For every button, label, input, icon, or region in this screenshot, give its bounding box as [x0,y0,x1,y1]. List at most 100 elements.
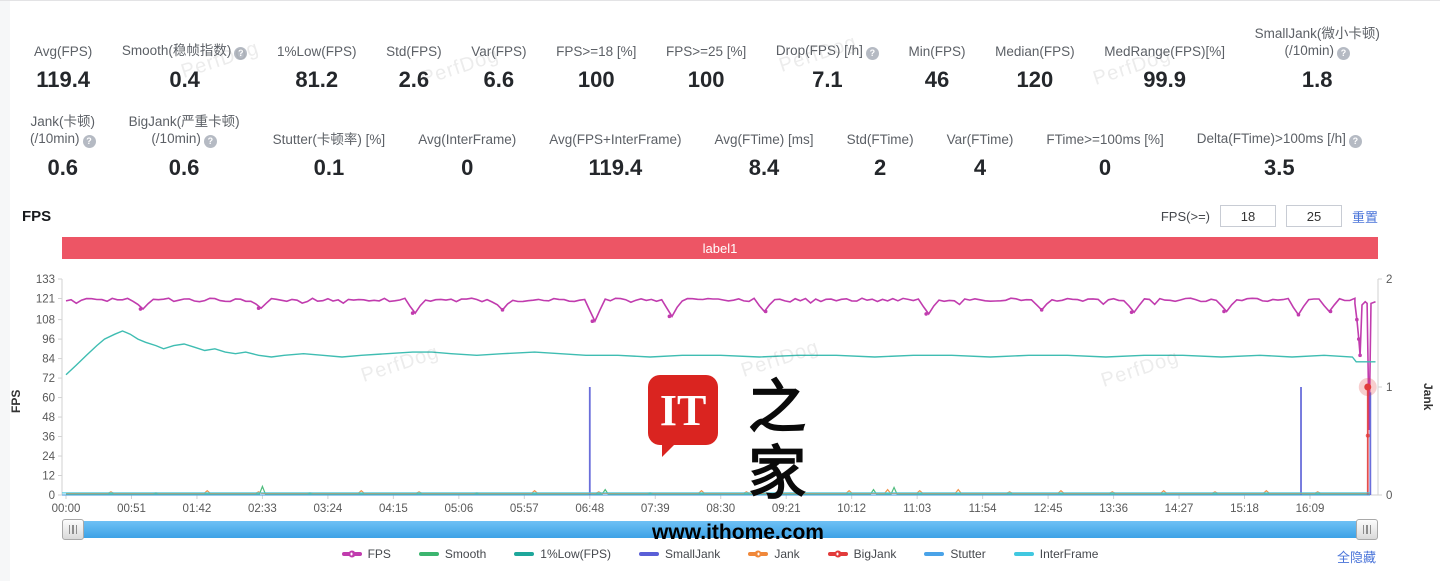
metric-label: Min(FPS) [908,44,966,59]
svg-text:16:09: 16:09 [1296,503,1325,515]
legend-row: FPS Smooth 1%Low(FPS) SmallJank Jank BigJank S… [0,547,1440,567]
metric: Median(FPS) 120 [995,43,1075,93]
fps-threshold-input-1[interactable] [1219,205,1276,227]
metric-value: 0.4 [169,67,200,92]
metric-label: Jank(卡顿) (/10min)? [30,114,96,148]
svg-text:06:48: 06:48 [575,503,604,515]
metric-value: 100 [577,67,615,92]
svg-text:02:33: 02:33 [248,503,277,515]
metric-value: 3.5 [1264,155,1295,180]
fps-threshold-input-2[interactable] [1285,205,1342,227]
metrics-row-2: Jank(卡顿) (/10min)? 0.6 BigJank(严重卡顿) (/10min… [0,93,1440,181]
scrollbar-track[interactable] [81,521,1359,538]
metric: BigJank(严重卡顿) (/10min)? 0.6 [129,113,240,181]
svg-text:04:15: 04:15 [379,503,408,515]
svg-text:13:36: 13:36 [1099,503,1128,515]
legend-marker [1013,552,1034,556]
metric-label: SmallJank(微小卡顿) (/10min)? [1254,26,1380,60]
metric: Jank(卡顿) (/10min)? 0.6 [30,113,96,181]
reset-link[interactable]: 重置 [1351,209,1378,225]
legend-marker [827,550,848,558]
metric-value: 0 [461,155,474,180]
help-icon[interactable]: ? [1336,47,1350,60]
metric-label: FPS>=18 [%] [556,44,637,59]
help-icon[interactable]: ? [1348,135,1362,148]
legend-item-1-low-fps-[interactable]: 1%Low(FPS) [514,547,611,561]
metric-value: 81.2 [295,67,339,92]
chart-legend: FPS Smooth 1%Low(FPS) SmallJank Jank BigJank S… [0,547,1440,561]
metric-label: BigJank(严重卡顿) (/10min)? [128,114,240,148]
metric-label: Median(FPS) [995,44,1075,59]
legend-item-stutter[interactable]: Stutter [924,547,986,561]
chart-label-text: label1 [702,240,738,256]
help-icon[interactable]: ? [865,47,879,60]
svg-text:10:12: 10:12 [837,503,866,515]
svg-text:11:03: 11:03 [903,503,931,515]
svg-text:24: 24 [42,451,55,463]
metric-value: 2 [873,155,887,180]
metric: Stutter(卡顿率) [%] 0.1 [273,131,386,181]
metric-label: Smooth(稳帧指数)? [122,42,248,60]
metric-value: 1.8 [1301,67,1333,92]
metric-value: 4 [973,155,987,180]
metric-value: 119.4 [588,155,643,180]
metric: Std(FPS) 2.6 [386,43,442,93]
legend-marker [418,552,439,556]
svg-text:121: 121 [36,293,55,305]
help-icon[interactable]: ? [234,47,248,60]
metric: Avg(InterFrame) 0 [418,131,516,181]
metric-label: Std(FTime) [846,132,914,147]
fps-section-title: FPS [22,207,52,225]
legend-label: SmallJank [664,547,721,561]
legend-item-jank[interactable]: Jank [748,547,800,561]
metric-value: 0.6 [168,155,200,180]
metric-label: Avg(FPS) [34,44,93,59]
svg-text:0: 0 [1386,490,1392,502]
scrollbar-right-handle[interactable] [1356,519,1378,540]
help-icon[interactable]: ? [203,135,217,148]
svg-text:05:06: 05:06 [444,503,473,515]
hide-all-link[interactable]: 全隐藏 [1336,550,1376,565]
svg-text:15:18: 15:18 [1230,503,1259,515]
fps-threshold-label: FPS(>=) [1160,208,1210,224]
fps-chart[interactable]: 133 121 108 96 84 72 60 48 36 24 12 0 2 1 0 00:00 00:51 0… [0,263,1440,544]
svg-text:1: 1 [1386,382,1392,394]
metric-label: Stutter(卡顿率) [%] [272,132,386,147]
legend-marker [638,552,659,556]
metric: Avg(FPS+InterFrame) 119.4 [549,131,681,181]
left-gutter [0,1,10,581]
svg-text:108: 108 [36,315,55,327]
metric-label: Avg(FTime) [ms] [714,132,814,147]
scrollbar-left-handle[interactable] [62,519,84,540]
svg-text:48: 48 [42,412,55,424]
metric-value: 2.6 [398,67,430,92]
legend-item-fps[interactable]: FPS [341,547,391,561]
metrics-row-1: Avg(FPS) 119.4 Smooth(稳帧指数)? 0.4 1%Low(FPS) 8… [0,1,1440,93]
metric: Std(FTime) 2 [847,131,914,181]
legend-label: Stutter [950,547,986,561]
svg-text:01:42: 01:42 [183,503,212,515]
metric-label: Var(FTime) [946,132,1014,147]
legend-marker [924,552,945,556]
legend-item-bigjank[interactable]: BigJank [827,547,897,561]
fps-threshold-controls: FPS(>=) 重置 [1161,205,1378,227]
legend-label: 1%Low(FPS) [540,547,611,561]
svg-text:07:39: 07:39 [641,503,670,515]
legend-item-interframe[interactable]: InterFrame [1013,547,1098,561]
legend-label: BigJank [853,547,897,561]
metric-label: MedRange(FPS)[%] [1104,44,1225,59]
metric: Var(FTime) 4 [947,131,1014,181]
metric-value: 0.6 [47,155,79,180]
legend-item-smooth[interactable]: Smooth [418,547,486,561]
svg-text:0: 0 [49,490,55,502]
metric-label: Drop(FPS) [/h]? [776,42,879,60]
help-icon[interactable]: ? [82,135,96,148]
chart-range-scrollbar [62,519,1378,540]
legend-item-smalljank[interactable]: SmallJank [638,547,721,561]
metric: Avg(FTime) [ms] 8.4 [715,131,814,181]
legend-label: Jank [774,547,800,561]
metric-value: 7.1 [812,67,843,92]
metric-label: Avg(InterFrame) [418,132,517,147]
